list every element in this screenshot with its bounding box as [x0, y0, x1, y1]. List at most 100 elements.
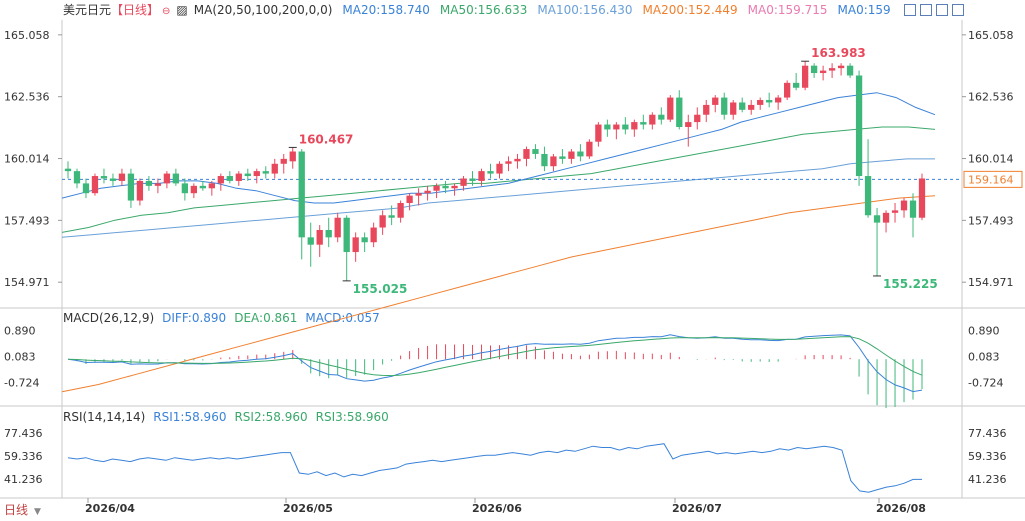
- y-tick-label: 59.336: [4, 450, 43, 463]
- candle-body: [918, 178, 926, 218]
- chevron-down-icon: ▼: [34, 507, 41, 517]
- candle-body: [253, 171, 260, 177]
- y-tick-label: 160.014: [4, 153, 50, 166]
- ma100-line: [61, 158, 935, 238]
- candle-body: [163, 173, 171, 184]
- lock-icon[interactable]: ⊖: [162, 6, 171, 17]
- candle-body: [469, 178, 476, 181]
- candle-body: [523, 149, 530, 159]
- macd-diff: DIFF:0.890: [162, 311, 227, 325]
- y-tick-label: 0.083: [968, 351, 1000, 364]
- candle-body: [316, 229, 323, 245]
- y-tick-label: -0.724: [4, 376, 39, 389]
- candle-body: [685, 122, 692, 127]
- candle-body: [451, 185, 458, 189]
- period-tab[interactable]: 日线 ▼: [0, 500, 62, 521]
- candle-body: [109, 178, 117, 181]
- ma100-value: MA100:156.430: [537, 3, 633, 17]
- candle-body: [145, 180, 153, 186]
- candle-body: [577, 151, 584, 157]
- ma-label: MA(20,50,100,200,0,0): [193, 3, 333, 17]
- candle-body: [730, 102, 737, 115]
- candle-body: [199, 185, 206, 189]
- candle-body: [82, 183, 90, 194]
- ma0b-value: MA0:159: [837, 3, 891, 17]
- candle-body: [810, 65, 818, 74]
- candle-body: [433, 185, 440, 191]
- candle-body: [505, 161, 512, 164]
- current-price-box: [963, 170, 1023, 188]
- candle-body: [757, 100, 764, 105]
- ma50-value: MA50:156.633: [439, 3, 528, 17]
- macd-label: MACD(26,12,9): [63, 311, 155, 325]
- ma50-line: [61, 126, 936, 233]
- close-icon[interactable]: [952, 4, 964, 16]
- rsi1-value: RSI1:58.960: [153, 410, 227, 424]
- y-tick-label: 154.971: [968, 276, 1014, 289]
- y-tick-label: 41.236: [968, 473, 1007, 486]
- y-tick-label: 165.058: [4, 29, 50, 42]
- candle-body: [424, 190, 431, 194]
- candle-body: [649, 114, 656, 125]
- candle-body: [766, 100, 773, 103]
- candle-body: [478, 171, 485, 181]
- expand-icon[interactable]: [904, 4, 916, 16]
- candle-body: [289, 151, 296, 162]
- candle-body: [595, 124, 602, 142]
- candle-body: [631, 122, 638, 130]
- x-tick-label: 2026/08: [876, 502, 926, 515]
- price-annotation: 163.983: [811, 46, 866, 60]
- ma0a-value: MA0:159.715: [747, 3, 828, 17]
- candle-body: [784, 82, 791, 98]
- y-tick-label: 0.890: [4, 325, 36, 338]
- ma20-line: [61, 92, 936, 204]
- y-tick-label: 59.336: [968, 450, 1007, 463]
- candle-body: [775, 97, 782, 103]
- candle-body: [91, 176, 99, 194]
- candle-body: [172, 173, 180, 184]
- period-label: 【日线】: [111, 3, 160, 17]
- candle-body: [460, 178, 467, 186]
- candle-body: [397, 203, 404, 218]
- candle-body: [891, 210, 899, 213]
- y-tick-label: 0.890: [968, 325, 1000, 338]
- candle-body: [127, 173, 135, 201]
- candle-body: [496, 163, 503, 174]
- price-annotation: 155.225: [883, 277, 938, 291]
- candle-body: [541, 153, 548, 167]
- y-tick-label: 77.436: [968, 427, 1007, 440]
- ma200-value: MA200:152.449: [642, 3, 738, 17]
- y-tick-label: 165.058: [968, 29, 1014, 42]
- y-tick-label: 154.971: [4, 276, 50, 289]
- candle-body: [334, 217, 341, 238]
- candle-body: [379, 215, 386, 228]
- price-annotation: 155.025: [353, 282, 408, 296]
- candle-body: [73, 171, 81, 184]
- candle-body: [640, 122, 647, 125]
- candle-body: [703, 104, 710, 115]
- candle-body: [873, 215, 881, 223]
- candle-body: [819, 70, 827, 74]
- candle-body: [514, 158, 521, 162]
- candle-body: [712, 97, 719, 105]
- candle-body: [864, 176, 872, 216]
- candle-body: [64, 168, 72, 172]
- image-icon[interactable]: [920, 4, 932, 16]
- candle-body: [846, 65, 854, 76]
- candle-body: [361, 237, 368, 243]
- y-tick-label: 160.014: [968, 153, 1014, 166]
- candle-body: [793, 82, 800, 88]
- candle-body: [658, 114, 665, 120]
- candle-body: [262, 171, 269, 174]
- macd-diff-line: [67, 334, 923, 393]
- candle-body: [882, 212, 890, 223]
- candle-body: [280, 158, 287, 164]
- x-tick-label: 2026/04: [85, 502, 135, 515]
- layout-icon[interactable]: [936, 4, 948, 16]
- ma-settings-icon[interactable]: ▨: [176, 3, 188, 17]
- y-tick-label: 162.536: [4, 91, 50, 104]
- candle-body: [298, 151, 305, 238]
- y-tick-label: 162.536: [968, 91, 1014, 104]
- candle-body: [837, 65, 845, 69]
